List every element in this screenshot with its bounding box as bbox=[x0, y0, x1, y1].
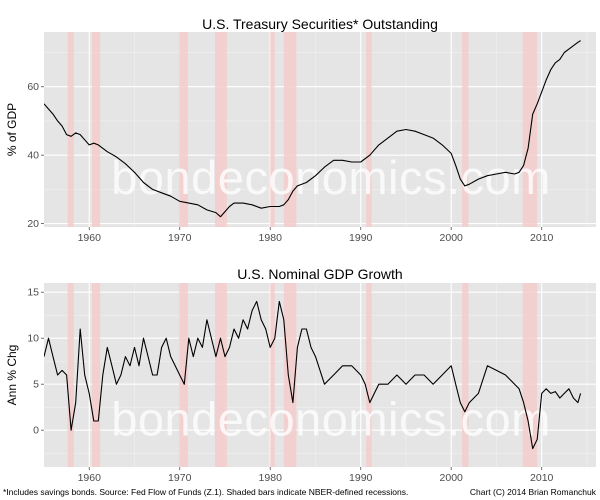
series-line bbox=[44, 40, 581, 218]
recession-bar bbox=[67, 32, 74, 227]
recession-bar bbox=[215, 283, 227, 467]
recession-bar bbox=[462, 283, 469, 467]
plot-background bbox=[44, 283, 596, 467]
plot-background bbox=[44, 32, 596, 227]
recession-bar bbox=[366, 283, 372, 467]
y-axis-label: Ann % Chg bbox=[5, 345, 19, 406]
footnote-left: *Includes savings bonds. Source: Fed Flo… bbox=[3, 487, 408, 497]
y-tick-label: 40 bbox=[27, 150, 39, 162]
y-tick-label: 20 bbox=[27, 218, 39, 230]
y-tick-label: 5 bbox=[33, 379, 39, 391]
y-tick-label: 0 bbox=[33, 425, 39, 437]
x-tick-label: 1980 bbox=[259, 232, 283, 244]
y-tick-label: 10 bbox=[27, 333, 39, 345]
x-tick-label: 2000 bbox=[440, 232, 464, 244]
chart-panel-gdp-growth: bondeconomics.com 1960 1970 1980 1990 2000 201… bbox=[5, 266, 596, 484]
x-tick-label: 2010 bbox=[530, 232, 554, 244]
y-tick-label: 60 bbox=[27, 81, 39, 93]
recession-bar bbox=[522, 283, 538, 467]
recession-bar bbox=[270, 32, 275, 227]
recession-bar bbox=[270, 283, 275, 467]
series-line bbox=[44, 300, 582, 450]
x-tick-label: 1990 bbox=[349, 472, 373, 484]
x-tick-label: 1960 bbox=[78, 232, 102, 244]
recession-bar bbox=[178, 32, 188, 227]
y-axis-label: % of GDP bbox=[5, 103, 19, 156]
recession-bar bbox=[283, 32, 297, 227]
recession-bar bbox=[215, 32, 227, 227]
watermark-text: bondeconomics.com bbox=[111, 151, 551, 204]
recession-bar bbox=[91, 32, 101, 227]
recession-bar bbox=[67, 283, 74, 467]
x-tick-label: 1980 bbox=[259, 472, 283, 484]
recession-bar bbox=[178, 283, 188, 467]
x-tick-label: 1990 bbox=[349, 232, 373, 244]
x-tick-label: 1960 bbox=[78, 472, 102, 484]
y-tick-label: 15 bbox=[27, 287, 39, 299]
footnote-right: Chart (C) 2014 Brian Romanchuk bbox=[470, 487, 597, 497]
recession-bar bbox=[366, 32, 372, 227]
watermark-text: bondeconomics.com bbox=[111, 393, 551, 446]
recession-bar bbox=[283, 283, 297, 467]
chart-title: U.S. Nominal GDP Growth bbox=[237, 266, 402, 282]
recession-bar bbox=[91, 283, 101, 467]
recession-bar bbox=[522, 32, 538, 227]
x-tick-label: 2000 bbox=[440, 472, 464, 484]
chart-title: U.S. Treasury Securities* Outstanding bbox=[202, 16, 438, 32]
recession-bar bbox=[462, 32, 469, 227]
x-tick-label: 2010 bbox=[530, 472, 554, 484]
x-tick-label: 1970 bbox=[168, 472, 192, 484]
chart-panel-treasury: bondeconomics.com 1960 1970 1980 1990 2000 201… bbox=[5, 16, 596, 244]
x-tick-label: 1970 bbox=[168, 232, 192, 244]
